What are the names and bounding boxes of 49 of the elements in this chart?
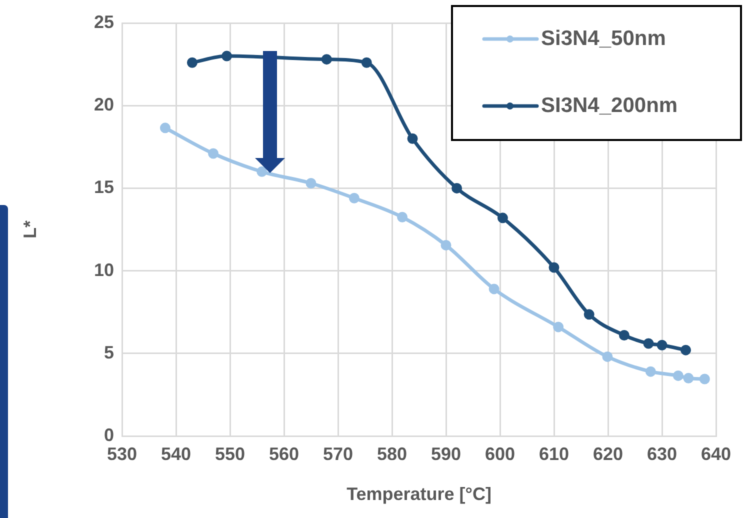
x-tick-label: 640	[700, 444, 732, 464]
point	[643, 338, 654, 349]
point	[321, 54, 332, 65]
x-tick-label: 560	[268, 444, 300, 464]
point	[208, 148, 219, 159]
x-tick-label: 580	[376, 444, 408, 464]
point	[306, 178, 316, 188]
x-tick-label: 570	[322, 444, 354, 464]
point	[602, 351, 613, 362]
point	[407, 133, 418, 144]
point	[256, 166, 268, 177]
x-axis-title: Temperature [°C]	[346, 484, 492, 504]
point	[645, 366, 656, 377]
point	[584, 309, 594, 320]
point	[553, 322, 564, 332]
point	[361, 57, 372, 68]
point	[452, 182, 462, 194]
point	[440, 240, 452, 250]
point	[548, 262, 560, 273]
y-tick-label: 10	[94, 260, 114, 280]
y-axis-title: L*	[20, 220, 40, 238]
y-tick-label: 20	[94, 94, 114, 115]
legend-label: SI3N4_200nm	[541, 94, 678, 117]
point	[680, 344, 692, 356]
x-tick-label: 630	[646, 444, 678, 464]
legend-label: Si3N4_50nm	[541, 26, 666, 50]
x-tick-label: 540	[160, 444, 192, 464]
y-tick-label: 0	[104, 424, 114, 445]
point	[656, 340, 668, 350]
point	[397, 212, 408, 222]
point	[683, 372, 694, 384]
point	[488, 284, 500, 294]
x-tick-label: 550	[214, 444, 246, 464]
x-tick-label: 620	[592, 444, 624, 464]
x-tick-label: 600	[484, 444, 516, 464]
point	[699, 374, 710, 384]
point	[348, 192, 360, 204]
point	[672, 370, 684, 381]
y-tick-label: 15	[94, 177, 114, 198]
y-tick-label: 25	[94, 12, 114, 32]
point	[618, 330, 630, 340]
point	[160, 122, 170, 134]
x-tick-label: 610	[538, 444, 570, 464]
point	[186, 57, 198, 68]
y-tick-label: 5	[104, 342, 114, 362]
point	[222, 50, 232, 62]
point	[497, 212, 508, 224]
x-tick-label: 530	[106, 444, 138, 464]
x-tick-label: 590	[430, 444, 462, 464]
